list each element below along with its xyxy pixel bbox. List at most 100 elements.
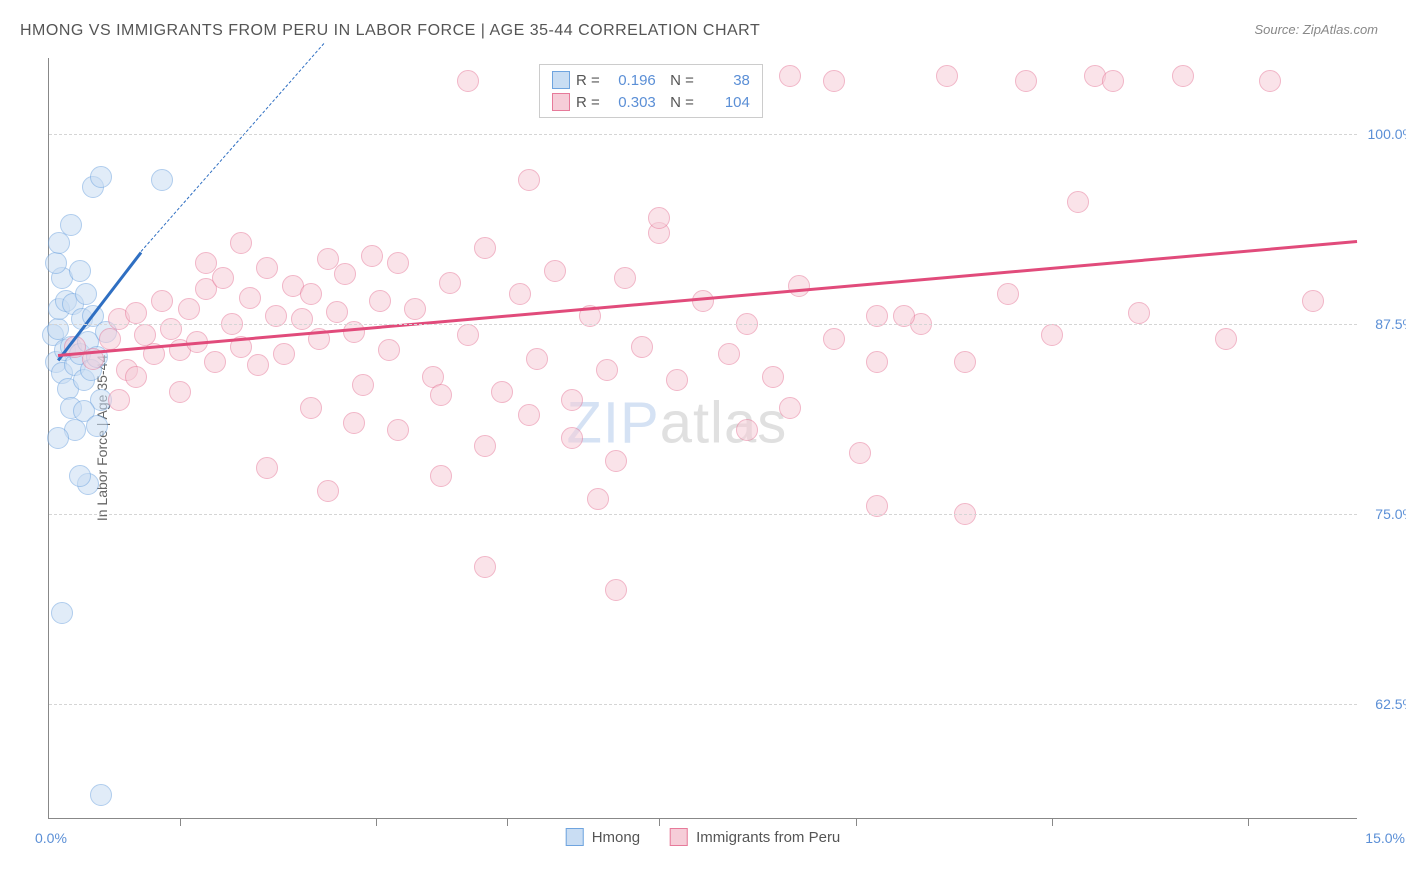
data-point: [125, 366, 147, 388]
data-point: [343, 412, 365, 434]
data-point: [779, 65, 801, 87]
data-point: [60, 214, 82, 236]
data-point: [99, 328, 121, 350]
data-point: [69, 465, 91, 487]
data-point: [239, 287, 261, 309]
data-point: [404, 298, 426, 320]
stats-row-peru: R =0.303 N =104: [552, 91, 750, 113]
data-point: [666, 369, 688, 391]
data-point: [544, 260, 566, 282]
data-point: [954, 351, 976, 373]
legend-item-hmong: Hmong: [566, 828, 640, 846]
data-point: [300, 397, 322, 419]
data-point: [160, 318, 182, 340]
data-point: [204, 351, 226, 373]
data-point: [108, 389, 130, 411]
square-icon: [670, 828, 688, 846]
data-point: [1041, 324, 1063, 346]
x-axis-max-label: 15.0%: [1365, 830, 1405, 846]
gridline: [49, 704, 1357, 705]
data-point: [605, 450, 627, 472]
data-point: [151, 169, 173, 191]
data-point: [326, 301, 348, 323]
data-point: [605, 579, 627, 601]
gridline: [49, 324, 1357, 325]
data-point: [273, 343, 295, 365]
data-point: [334, 263, 356, 285]
data-point: [1215, 328, 1237, 350]
data-point: [509, 283, 531, 305]
data-point: [491, 381, 513, 403]
trend-line-extrapolation: [140, 43, 324, 252]
square-icon: [552, 71, 570, 89]
legend: Hmong Immigrants from Peru: [566, 828, 841, 846]
y-tick-label: 62.5%: [1375, 696, 1406, 712]
data-point: [648, 207, 670, 229]
x-tick: [507, 818, 508, 826]
data-point: [45, 252, 67, 274]
y-axis-title: In Labor Force | Age 35-44: [94, 355, 110, 521]
data-point: [849, 442, 871, 464]
data-point: [86, 415, 108, 437]
data-point: [1302, 290, 1324, 312]
data-point: [387, 419, 409, 441]
stats-row-hmong: R =0.196 N =38: [552, 69, 750, 91]
data-point: [369, 290, 391, 312]
data-point: [823, 328, 845, 350]
data-point: [169, 381, 191, 403]
y-tick-label: 87.5%: [1375, 316, 1406, 332]
data-point: [378, 339, 400, 361]
data-point: [762, 366, 784, 388]
data-point: [561, 389, 583, 411]
data-point: [457, 324, 479, 346]
data-point: [430, 465, 452, 487]
y-tick-label: 75.0%: [1375, 506, 1406, 522]
data-point: [352, 374, 374, 396]
data-point: [526, 348, 548, 370]
data-point: [1102, 70, 1124, 92]
x-tick: [1052, 818, 1053, 826]
data-point: [212, 267, 234, 289]
data-point: [387, 252, 409, 274]
data-point: [291, 308, 313, 330]
data-point: [474, 237, 496, 259]
data-point: [1015, 70, 1037, 92]
data-point: [247, 354, 269, 376]
chart-title: HMONG VS IMMIGRANTS FROM PERU IN LABOR F…: [20, 22, 760, 40]
data-point: [256, 457, 278, 479]
data-point: [474, 435, 496, 457]
data-point: [75, 283, 97, 305]
x-tick: [659, 818, 660, 826]
data-point: [151, 290, 173, 312]
data-point: [788, 275, 810, 297]
data-point: [47, 427, 69, 449]
data-point: [178, 298, 200, 320]
source-attribution: Source: ZipAtlas.com: [1254, 22, 1378, 37]
legend-item-peru: Immigrants from Peru: [670, 828, 840, 846]
data-point: [51, 602, 73, 624]
data-point: [69, 260, 91, 282]
data-point: [230, 232, 252, 254]
correlation-stats-box: R =0.196 N =38 R =0.303 N =104: [539, 64, 763, 118]
data-point: [936, 65, 958, 87]
data-point: [518, 404, 540, 426]
data-point: [587, 488, 609, 510]
x-axis-min-label: 0.0%: [35, 830, 67, 846]
data-point: [474, 556, 496, 578]
y-tick-label: 100.0%: [1368, 126, 1406, 142]
data-point: [718, 343, 740, 365]
data-point: [90, 784, 112, 806]
x-tick: [376, 818, 377, 826]
data-point: [90, 166, 112, 188]
gridline: [49, 514, 1357, 515]
data-point: [631, 336, 653, 358]
data-point: [866, 351, 888, 373]
data-point: [125, 302, 147, 324]
data-point: [596, 359, 618, 381]
x-tick: [1248, 818, 1249, 826]
data-point: [361, 245, 383, 267]
data-point: [736, 419, 758, 441]
data-point: [518, 169, 540, 191]
data-point: [457, 70, 479, 92]
data-point: [317, 480, 339, 502]
